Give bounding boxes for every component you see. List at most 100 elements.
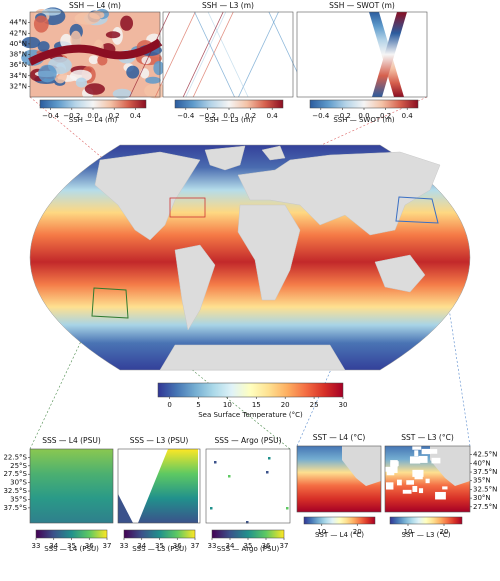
colorbar-tick-label: 0.2 bbox=[245, 112, 256, 120]
eddy bbox=[120, 15, 134, 31]
land bbox=[159, 344, 346, 371]
colorbar-tick-label: 35 bbox=[155, 542, 164, 550]
panel-title: SSS — Argo (PSU) bbox=[215, 436, 282, 445]
panel-frame bbox=[162, 11, 294, 98]
y-tick-label: 22.5°S bbox=[3, 453, 27, 461]
land bbox=[94, 151, 201, 241]
colorbar-tick-label: −0.2 bbox=[63, 112, 80, 120]
cloud-gap bbox=[418, 455, 428, 463]
y-tick-label: 32°N bbox=[9, 82, 27, 90]
cloud-gap bbox=[406, 480, 414, 485]
map-panel: SSH — L4 (m) 44°N 42°N 40°N 38°N 36°N 34°N 32°N… bbox=[9, 1, 171, 124]
y-tick-label: 40°N bbox=[473, 459, 491, 467]
cloud-gap bbox=[396, 479, 402, 486]
colorbar-tick-label: 0 bbox=[167, 401, 171, 409]
colorbar-label: SSS — L3 (PSU) bbox=[132, 545, 187, 553]
map-field bbox=[206, 449, 290, 523]
eddy bbox=[140, 68, 150, 79]
current bbox=[28, 38, 163, 66]
track bbox=[185, 11, 227, 98]
cloud-gap bbox=[409, 456, 421, 464]
panel-title: SSH — L4 (m) bbox=[69, 1, 121, 10]
land bbox=[430, 446, 470, 486]
track bbox=[192, 11, 234, 98]
colorbar bbox=[39, 99, 147, 109]
y-tick-label: 37.5°N bbox=[473, 468, 497, 476]
colorbar bbox=[309, 99, 419, 109]
y-tick-label: 35°N bbox=[473, 477, 491, 485]
colorbar-tick-label: 10 bbox=[404, 528, 413, 536]
colorbar bbox=[35, 529, 108, 539]
y-tick-label: 34°N bbox=[9, 72, 27, 80]
colorbar-tick-label: 0.0 bbox=[358, 112, 369, 120]
float bbox=[286, 507, 289, 510]
land bbox=[237, 204, 301, 301]
cloud-gap bbox=[431, 457, 441, 464]
eddy bbox=[37, 41, 50, 52]
colorbar-tick-label: 0.4 bbox=[402, 112, 414, 120]
colorbar-tick-label: 33 bbox=[208, 542, 217, 550]
cloud-gap bbox=[414, 450, 419, 457]
panel-frame bbox=[117, 448, 201, 524]
track bbox=[238, 11, 279, 98]
y-tick-label: 36°N bbox=[9, 61, 27, 69]
colorbar-tick-label: 25 bbox=[310, 401, 319, 409]
colorbar-tick-label: 10 bbox=[317, 528, 326, 536]
map-panel: SSS — L4 (PSU) 22.5°S25°S27.5°S30°S32.5°S… bbox=[3, 436, 114, 553]
y-tick-label: 27.5°N bbox=[473, 503, 497, 511]
y-tick-label: 42°N bbox=[9, 29, 27, 37]
colorbar-tick-label: 36 bbox=[262, 542, 271, 550]
land bbox=[237, 151, 441, 236]
cloud-gap bbox=[412, 485, 418, 492]
colorbar-tick-label: 0.2 bbox=[380, 112, 391, 120]
cloud-gap bbox=[386, 468, 395, 476]
colorbar-tick-label: 36 bbox=[173, 542, 182, 550]
eddy bbox=[88, 55, 99, 65]
panel-frame bbox=[296, 11, 428, 98]
colorbar-tick-label: 34 bbox=[226, 542, 235, 550]
colorbar-tick-label: −0.2 bbox=[199, 112, 216, 120]
land bbox=[174, 244, 216, 331]
y-tick-label: 30°S bbox=[10, 479, 27, 487]
colorbar bbox=[157, 382, 344, 398]
eddy bbox=[84, 83, 105, 95]
colorbar-tick-label: 0.0 bbox=[223, 112, 234, 120]
panel-title: SSS — L3 (PSU) bbox=[130, 436, 189, 445]
y-tick-label: 32.5°S bbox=[3, 487, 27, 495]
y-tick-label: 30°N bbox=[473, 494, 491, 502]
eddy bbox=[21, 36, 41, 49]
colorbar-tick-label: 33 bbox=[120, 542, 129, 550]
colorbar-tick-label: −0.4 bbox=[312, 112, 330, 120]
colorbar-label: SST — L3 (°C) bbox=[401, 531, 450, 539]
track bbox=[194, 11, 235, 98]
colorbar-tick-label: 30 bbox=[339, 401, 348, 409]
eddy bbox=[75, 77, 88, 88]
eddy bbox=[69, 69, 92, 82]
colorbar bbox=[123, 529, 196, 539]
map-panel: SST — L3 (°C) 42.5°N40°N37.5°N35°N32.5°N3… bbox=[384, 433, 497, 539]
colorbar bbox=[303, 516, 376, 525]
map-panel: SSH — L3 (m) −0.4 −0.2 0.0 0.2 0.4 SSH — L3 (m… bbox=[129, 1, 310, 124]
map-field bbox=[297, 12, 427, 97]
cloud-gap bbox=[412, 446, 422, 450]
eddy bbox=[153, 60, 165, 76]
eddy bbox=[141, 56, 152, 65]
colorbar-tick-label: 33 bbox=[32, 542, 41, 550]
colorbar-tick-label: 20 bbox=[440, 528, 449, 536]
y-tick-label: 27.5°S bbox=[3, 470, 27, 478]
eddy bbox=[126, 65, 140, 79]
cloud-gap bbox=[421, 448, 431, 455]
cloud-gap bbox=[412, 469, 424, 477]
track bbox=[207, 11, 249, 98]
eddy bbox=[144, 83, 168, 99]
y-tick-label: 40°N bbox=[9, 40, 27, 48]
colorbar-tick-label: 10 bbox=[223, 401, 232, 409]
cloud-gap bbox=[393, 461, 399, 467]
land bbox=[374, 254, 426, 293]
eddy bbox=[112, 88, 132, 99]
colorbar-tick-label: 36 bbox=[85, 542, 94, 550]
land bbox=[204, 145, 246, 171]
y-tick-label: 44°N bbox=[9, 19, 27, 27]
